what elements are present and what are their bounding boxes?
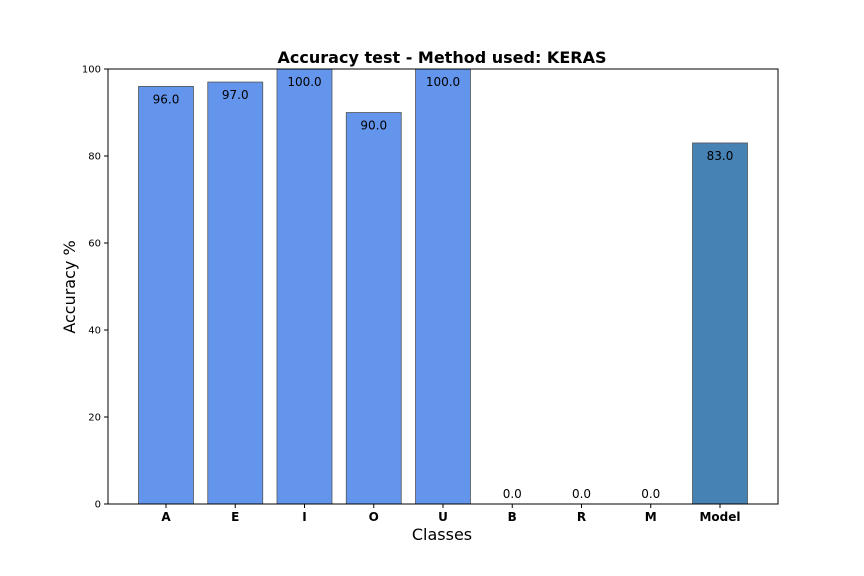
bar-e [207, 81, 264, 505]
bar-i [276, 68, 333, 505]
x-tick-label-b: B [508, 510, 517, 524]
x-tick-label-m: M [645, 510, 657, 524]
y-tick-label-0: 0 [95, 500, 101, 511]
y-tick-label-20: 20 [88, 413, 101, 424]
x-tick-label-e: E [231, 510, 239, 524]
bar-model [692, 142, 748, 505]
data-label-m: 0.0 [641, 487, 660, 501]
chart-title: Accuracy test - Method used: KERAS [278, 48, 607, 67]
bars-layer [138, 68, 748, 505]
data-label-u: 100.0 [426, 75, 460, 89]
data-label-b: 0.0 [503, 487, 522, 501]
x-axis-label: Classes [412, 525, 472, 544]
y-tick-label-40: 40 [88, 326, 101, 337]
y-axis-ticks: 0 20 40 60 80 100 [82, 65, 108, 511]
bar-o [345, 112, 402, 505]
x-tick-label-a: A [161, 510, 171, 524]
y-tick-label-60: 60 [88, 239, 101, 250]
bar-a [138, 86, 194, 505]
y-tick-label-100: 100 [82, 65, 101, 76]
data-label-model: 83.0 [707, 149, 734, 163]
data-label-i: 100.0 [287, 75, 321, 89]
x-tick-label-r: R [577, 510, 586, 524]
data-label-r: 0.0 [572, 487, 591, 501]
data-labels: 96.0 97.0 100.0 90.0 100.0 0.0 0.0 0.0 83.0 [153, 75, 734, 501]
data-label-a: 96.0 [153, 92, 180, 106]
data-label-e: 97.0 [222, 88, 249, 102]
x-tick-label-i: I [302, 510, 306, 524]
x-axis-ticks: A E I O U B R M Model [161, 504, 741, 524]
plot-frame [107, 68, 779, 505]
x-tick-label-u: U [438, 510, 448, 524]
x-tick-label-model: Model [699, 510, 740, 524]
bar-u [415, 68, 471, 505]
y-tick-label-80: 80 [88, 152, 101, 163]
data-label-o: 90.0 [360, 119, 387, 133]
y-axis-label: Accuracy % [60, 240, 79, 333]
x-tick-label-o: O [369, 510, 379, 524]
